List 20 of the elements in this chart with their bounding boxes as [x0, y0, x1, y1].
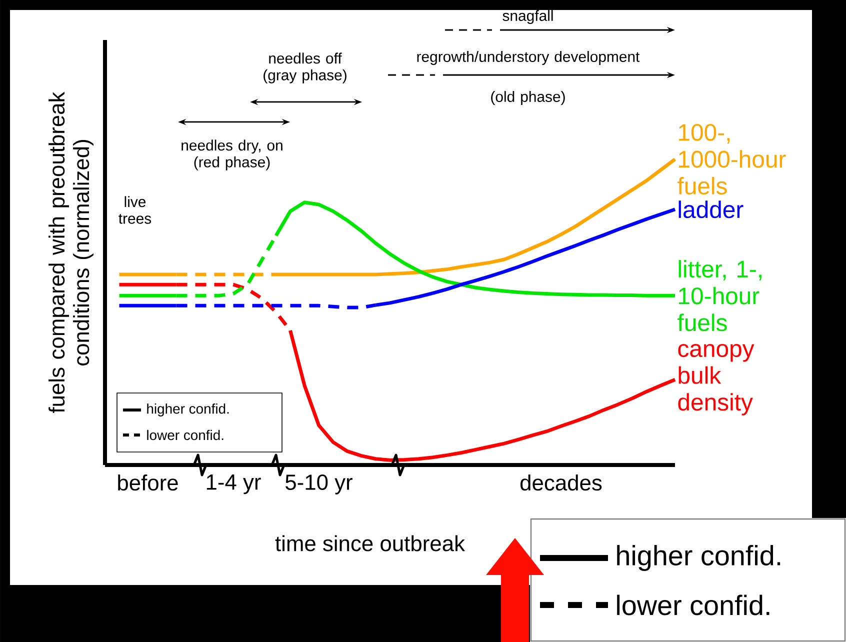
text: needles off (gray phase): [264, 52, 346, 84]
x-tick-label: 1-4 yr: [206, 474, 261, 494]
annotation: lower confid.: [147, 430, 224, 440]
x-tick-label: before: [118, 474, 178, 491]
x-tick-label: decades: [520, 474, 602, 491]
series-label: litter, 1-, 10-hour fuels: [678, 260, 762, 332]
text: (old phase): [491, 91, 565, 105]
series-label: 100-, 1000-hour fuels: [678, 124, 786, 194]
annotation: needles dry, on (red phase): [182, 140, 282, 170]
text: snagfall: [502, 10, 553, 24]
text: lower confid.: [617, 594, 770, 616]
x-axis-title: time since outbreak: [275, 535, 466, 552]
series-label: canopy bulk density: [678, 344, 754, 416]
y-axis-title: fuels compared with preoutbreak conditions (normalized): [48, 92, 94, 413]
x-tick-label: 5-10 yr: [286, 474, 352, 494]
annotation: higher confid.: [147, 403, 229, 416]
text: regrowth/understory development: [417, 51, 640, 65]
text: higher confid.: [617, 544, 780, 571]
annotation: live trees: [118, 196, 152, 224]
series-label: ladder: [678, 200, 744, 218]
